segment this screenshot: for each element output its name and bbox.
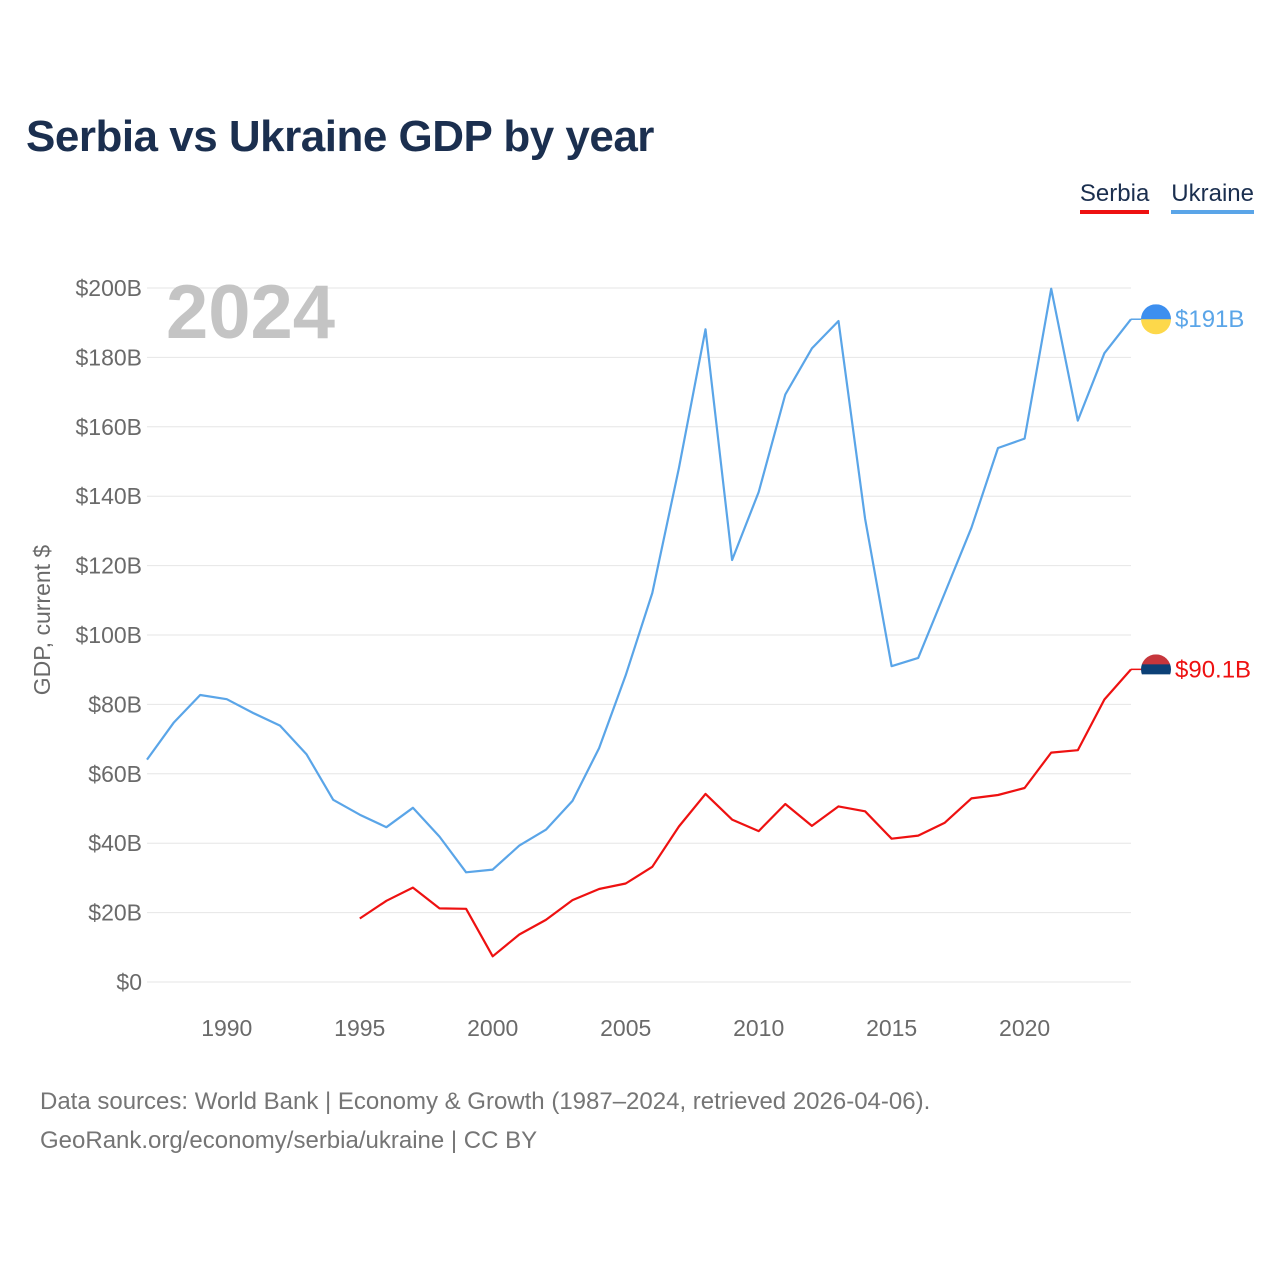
x-tick-label: 2020 [999, 1015, 1050, 1041]
y-tick-label: $200B [75, 275, 142, 301]
x-axis-ticks: 1990 1995 2000 2005 2010 2015 2020 [201, 1015, 1050, 1041]
line-serbia[interactable] [359, 668, 1132, 958]
footer: Data sources: World Bank | Economy & Gro… [40, 1082, 930, 1160]
y-axis-label: GDP, current $ [29, 545, 55, 696]
x-tick-label: 1990 [201, 1015, 252, 1041]
ukraine-flag-icon [1141, 304, 1171, 335]
series-end-markers: $191B $90.1B [1131, 304, 1251, 685]
legend: Serbia Ukraine [1079, 180, 1254, 214]
y-tick-label: $60B [88, 761, 142, 787]
legend-item-serbia[interactable]: Serbia [1079, 180, 1150, 214]
gridlines [147, 287, 1131, 983]
current-year-watermark: 2024 [166, 270, 335, 355]
y-tick-label: $80B [88, 691, 142, 717]
end-value-label-ukraine: $191B [1175, 306, 1244, 333]
x-tick-label: 1995 [334, 1015, 385, 1041]
series-lines [146, 287, 1132, 958]
footer-attribution: GeoRank.org/economy/serbia/ukraine | CC … [40, 1127, 538, 1154]
x-tick-label: 2015 [866, 1015, 917, 1041]
y-tick-label: $40B [88, 830, 142, 856]
x-tick-label: 2005 [600, 1015, 651, 1041]
y-tick-label: $140B [75, 483, 142, 509]
y-axis-ticks: $0 $20B $40B $60B $80B $100B $120B $140B $160B $1… [75, 275, 142, 995]
end-value-label-serbia: $90.1B [1175, 656, 1251, 683]
y-tick-label: $160B [75, 414, 142, 440]
y-tick-label: $20B [88, 900, 142, 926]
y-tick-label: $0 [116, 969, 142, 995]
legend-item-ukraine[interactable]: Ukraine [1171, 180, 1254, 214]
footer-sources: Data sources: World Bank | Economy & Gro… [40, 1088, 931, 1115]
x-tick-label: 2000 [467, 1015, 518, 1041]
serbia-flag-icon [1141, 654, 1171, 685]
y-tick-label: $100B [75, 622, 142, 648]
y-tick-label: $180B [75, 344, 142, 370]
line-ukraine[interactable] [146, 287, 1132, 874]
chart-title: Serbia vs Ukraine GDP by year [26, 112, 654, 161]
x-tick-label: 2010 [733, 1015, 784, 1041]
y-tick-label: $120B [75, 553, 142, 579]
